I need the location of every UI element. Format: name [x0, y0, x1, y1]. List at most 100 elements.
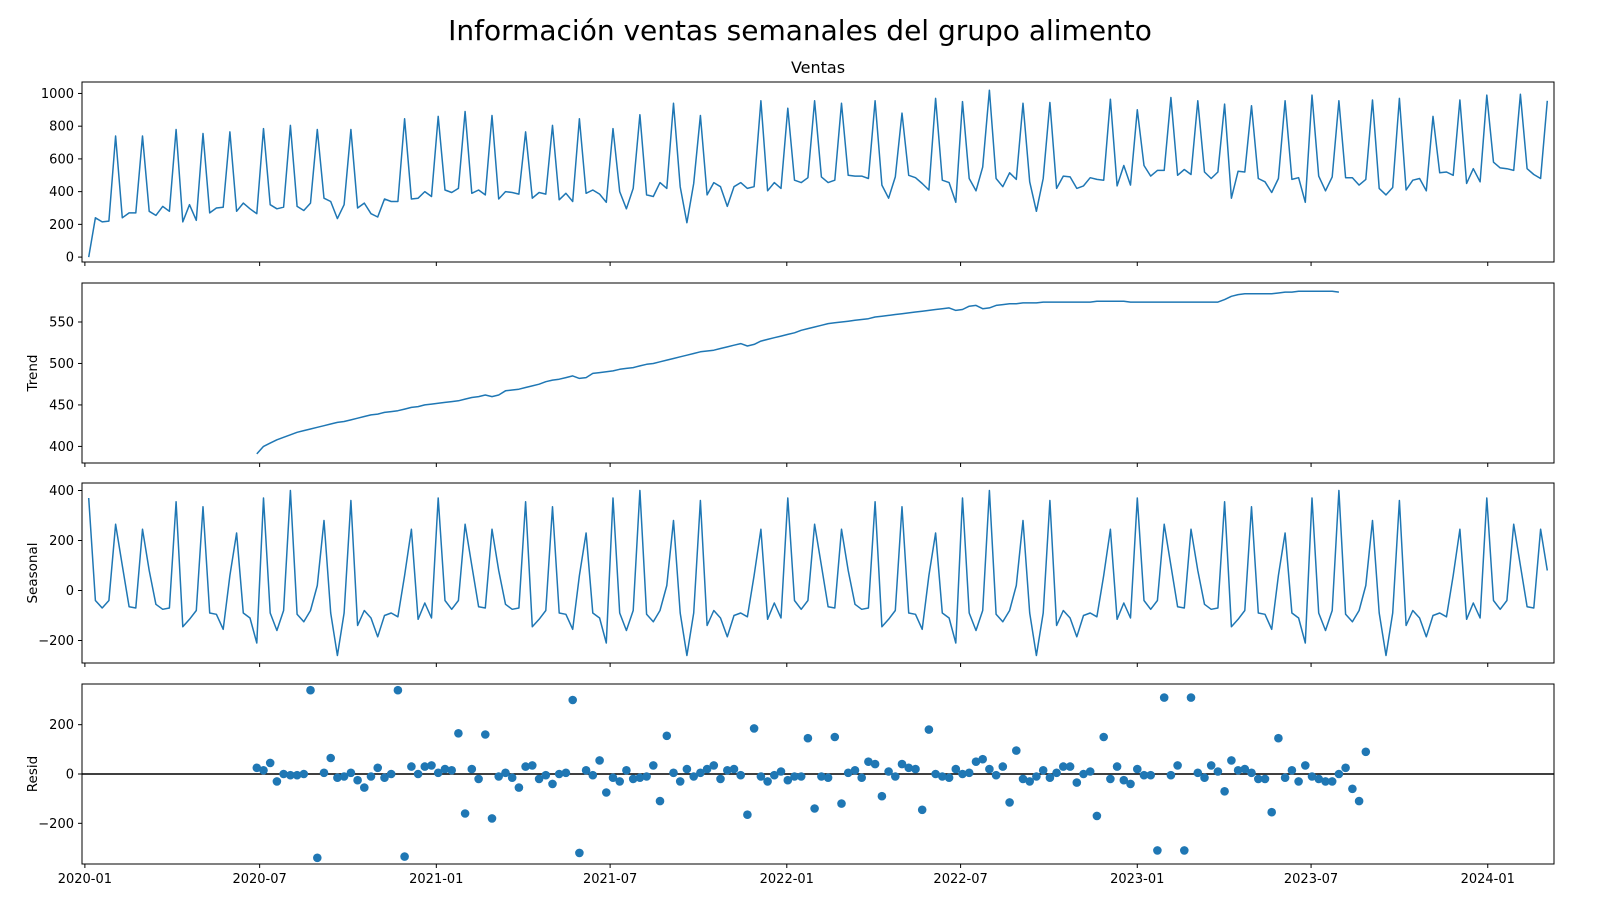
data-point: [917, 805, 927, 815]
data-point: [400, 852, 409, 861]
y-tick-label: 550: [49, 315, 74, 330]
data-point: [541, 770, 551, 780]
data-point: [1059, 762, 1068, 771]
data-point: [447, 766, 457, 775]
x-tick-label: 2022-07: [933, 872, 987, 887]
data-point: [286, 770, 295, 780]
y-tick-label: 600: [49, 152, 74, 167]
data-point: [1018, 774, 1028, 784]
panel-ventas: Ventas 0 200 400 600 800 1000: [41, 58, 1555, 266]
data-point: [1287, 766, 1297, 775]
data-point: [770, 770, 779, 780]
y-tick-label: 200: [49, 718, 74, 733]
data-point: [823, 773, 833, 782]
data-point: [1146, 770, 1155, 780]
panel-resid: Resid −200 0 200 2020-01 2020-07 2021-01 2021-0…: [25, 683, 1555, 887]
data-point: [373, 763, 383, 773]
series-line-ventas: [87, 89, 1549, 258]
data-point: [265, 758, 275, 768]
data-point: [756, 772, 766, 781]
data-point: [413, 769, 423, 779]
data-point: [628, 774, 638, 784]
y-tick-label: 500: [49, 357, 74, 372]
data-point: [346, 768, 356, 778]
y-tick-label: 200: [49, 218, 74, 233]
data-point: [1065, 762, 1075, 771]
data-point: [944, 773, 954, 782]
data-point: [702, 764, 712, 774]
y-tick-label: 450: [49, 398, 74, 413]
data-point: [1085, 767, 1095, 776]
data-point: [1186, 693, 1196, 702]
data-point: [1240, 764, 1250, 774]
data-point: [709, 761, 719, 770]
y-tick-label: 1000: [41, 87, 74, 102]
data-point: [1274, 733, 1283, 743]
data-point: [427, 761, 436, 770]
data-point: [675, 777, 685, 786]
x-tick-label: 2020-07: [232, 872, 286, 887]
data-point: [1280, 773, 1290, 782]
data-point: [1220, 787, 1229, 796]
data-point: [662, 731, 672, 741]
data-point: [1254, 774, 1263, 784]
data-point: [360, 783, 369, 792]
data-point: [763, 777, 772, 786]
y-axis-label: Trend: [25, 355, 41, 393]
data-point: [474, 774, 483, 784]
y-tick-label: −200: [38, 634, 74, 649]
data-point: [924, 725, 934, 734]
data-point: [366, 772, 376, 781]
data-point: [837, 799, 846, 808]
figure-suptitle: Información ventas semanales del grupo a…: [448, 14, 1152, 47]
data-point: [649, 761, 658, 770]
data-point: [743, 810, 752, 819]
data-point: [622, 766, 631, 775]
data-point: [1112, 762, 1122, 771]
data-point: [964, 768, 974, 778]
data-point: [870, 759, 880, 769]
data-point: [998, 762, 1008, 771]
data-point: [1126, 779, 1135, 789]
data-point: [749, 724, 759, 733]
y-tick-label: 200: [49, 534, 74, 549]
x-tick-label: 2024-01: [1461, 872, 1515, 887]
data-point: [1301, 761, 1310, 770]
series-line-trend: [256, 290, 1339, 455]
data-point: [1361, 747, 1371, 757]
data-point: [595, 756, 604, 765]
data-point: [528, 761, 537, 770]
data-point: [272, 777, 282, 786]
data-point: [487, 814, 497, 823]
data-point: [252, 763, 262, 773]
data-point: [696, 768, 705, 778]
data-point: [1139, 770, 1149, 780]
data-point: [682, 764, 692, 774]
series-line-seasonal: [87, 489, 1549, 657]
data-point: [279, 769, 288, 779]
data-point: [850, 766, 860, 775]
data-point: [554, 769, 564, 779]
data-point: [1260, 774, 1270, 784]
data-point: [339, 772, 349, 781]
data-point: [259, 766, 268, 775]
data-point: [393, 685, 403, 695]
data-point: [1227, 756, 1236, 765]
data-point: [353, 775, 362, 785]
data-point: [978, 754, 987, 764]
data-point: [608, 773, 618, 782]
data-point: [407, 762, 416, 771]
data-point: [1079, 769, 1088, 779]
data-point: [1166, 770, 1176, 780]
plot-frame: [81, 81, 1555, 263]
y-tick-label: 0: [66, 768, 74, 783]
data-point: [723, 766, 732, 775]
data-point: [877, 791, 887, 801]
data-point: [467, 764, 477, 774]
data-point: [1173, 761, 1182, 770]
plot-area: [82, 685, 1554, 863]
data-point: [817, 772, 826, 781]
data-point: [843, 768, 853, 778]
data-point: [494, 772, 504, 781]
y-axis-label: Resid: [25, 756, 41, 792]
